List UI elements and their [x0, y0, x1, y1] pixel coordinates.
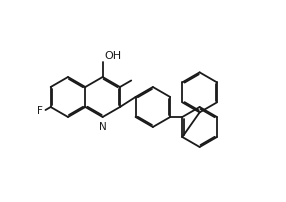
Text: F: F	[37, 105, 43, 115]
Text: N: N	[99, 121, 106, 131]
Text: OH: OH	[105, 51, 122, 61]
